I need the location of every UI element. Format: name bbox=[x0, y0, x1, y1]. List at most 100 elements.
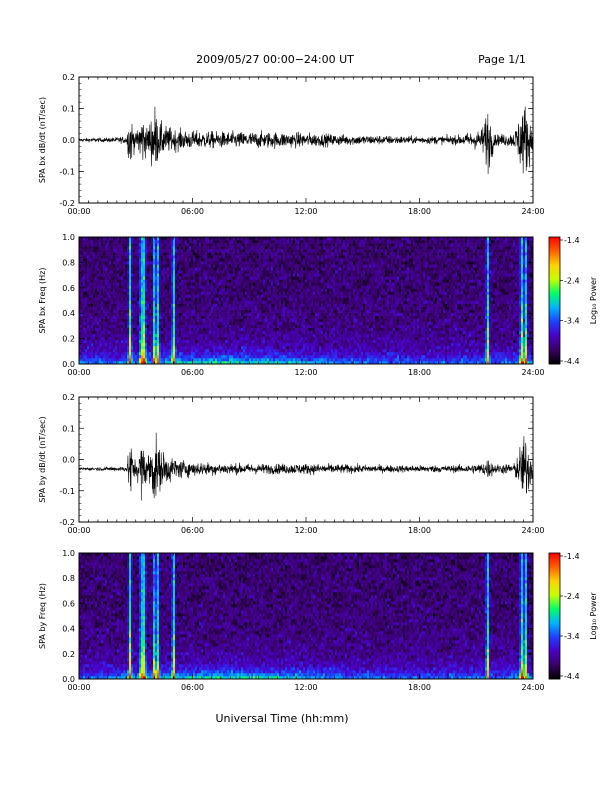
spectrogram-cells bbox=[79, 553, 534, 680]
colorbar-segment bbox=[549, 658, 560, 661]
colorbar-segment bbox=[549, 325, 560, 329]
colorbar-segment bbox=[549, 620, 560, 623]
colorbar-segment bbox=[549, 319, 560, 323]
colorbar-frame bbox=[548, 552, 561, 680]
colorbar-segment bbox=[549, 565, 560, 569]
dbdt-trace bbox=[78, 106, 534, 174]
colorbar-segment bbox=[549, 268, 560, 272]
colorbar-segment bbox=[549, 643, 560, 646]
colorbar-segment bbox=[549, 563, 560, 566]
colorbar-segment bbox=[549, 306, 560, 310]
colorbar-tick-label: -4.4 bbox=[564, 357, 580, 366]
colorbar-segment bbox=[549, 639, 560, 642]
colorbar-segment bbox=[549, 616, 560, 619]
colorbar-tick-label: -1.4 bbox=[564, 236, 580, 245]
colorbar-segment bbox=[549, 321, 560, 325]
colorbar-segment bbox=[549, 651, 560, 655]
colorbar-segment bbox=[549, 243, 560, 246]
colorbar-segment bbox=[549, 317, 560, 320]
colorbar-tick-label: -2.4 bbox=[564, 592, 580, 601]
colorbar-segment bbox=[549, 308, 560, 312]
by-colorbar: -1.4 -2.4 -3.4 -4.4 Log₁₀ Power bbox=[548, 552, 598, 681]
x-axis-label: Universal Time (hh:mm) bbox=[216, 712, 349, 725]
colorbar-segment bbox=[549, 666, 560, 669]
bx-spectrogram-panel: 00:00 06:00 12:00 18:00 24:00 1.0 0.8 0.6 0.4 0.2… bbox=[38, 233, 545, 377]
colorbar-segment bbox=[549, 279, 560, 282]
colorbar-segment bbox=[549, 555, 560, 558]
colorbar-segment bbox=[549, 237, 560, 240]
colorbar-segment bbox=[549, 559, 560, 562]
colorbar-tick-label: -1.4 bbox=[564, 552, 580, 561]
colorbar-segment bbox=[549, 582, 560, 585]
colorbar-segment bbox=[549, 571, 560, 575]
colorbar-segment bbox=[549, 294, 560, 297]
y-tick-label: 0.6 bbox=[62, 599, 75, 608]
colorbar-segment bbox=[549, 603, 560, 606]
date-range-header: 2009/05/27 00:00−24:00 UT bbox=[196, 53, 354, 66]
by-spectrogram-panel: 00:00 06:00 12:00 18:00 24:00 1.0 0.8 0.6 0.4 0.2… bbox=[38, 549, 545, 692]
colorbar-segment bbox=[549, 592, 560, 596]
colorbar-segment bbox=[549, 328, 560, 331]
y-tick-label: 0.1 bbox=[62, 105, 75, 114]
colorbar-segment bbox=[549, 292, 560, 295]
colorbar-segment bbox=[549, 302, 560, 306]
colorbar-segment bbox=[549, 668, 560, 671]
colorbar-segment bbox=[549, 285, 560, 289]
colorbar-segment bbox=[549, 275, 560, 278]
colorbar-segment bbox=[549, 351, 560, 354]
colorbar-segment bbox=[549, 334, 560, 337]
colorbar-segment bbox=[549, 357, 560, 361]
colorbar-segment bbox=[549, 586, 560, 590]
colorbar-segment bbox=[549, 283, 560, 287]
y-tick-label: 1.0 bbox=[62, 549, 75, 558]
colorbar-segment bbox=[549, 561, 560, 564]
colorbar-tick-label: -3.4 bbox=[564, 632, 580, 641]
colorbar-segment bbox=[549, 649, 560, 653]
y-axis-label: SPA by Freq (Hz) bbox=[38, 583, 47, 649]
colorbar-segment bbox=[549, 353, 560, 356]
y-tick-label: 1.0 bbox=[62, 233, 75, 242]
colorbar-segment bbox=[549, 613, 560, 617]
x-tick-label: 24:00 bbox=[521, 368, 544, 377]
colorbar-segment bbox=[549, 323, 560, 327]
colorbar-segment bbox=[549, 674, 560, 678]
x-tick-label: 06:00 bbox=[181, 207, 204, 216]
colorbar-segment bbox=[549, 662, 560, 665]
x-tick-label: 00:00 bbox=[67, 368, 90, 377]
colorbar-tick-label: -4.4 bbox=[564, 672, 580, 681]
colorbar-segment bbox=[549, 359, 560, 363]
x-tick-label: 12:00 bbox=[294, 526, 317, 535]
colorbar-segment bbox=[549, 557, 560, 560]
colorbar-segment bbox=[549, 239, 560, 242]
colorbar-segment bbox=[549, 281, 560, 284]
colorbar-segment bbox=[549, 266, 560, 270]
colorbar-segment bbox=[549, 574, 560, 577]
y-tick-label: 0.8 bbox=[62, 574, 75, 583]
plot-frame bbox=[78, 396, 534, 523]
colorbar-segment bbox=[549, 637, 560, 640]
colorbar-segment bbox=[549, 313, 560, 316]
colorbar-segment bbox=[549, 576, 560, 579]
colorbar-segment bbox=[549, 553, 560, 556]
colorbar-segment bbox=[549, 580, 560, 583]
colorbar-segment bbox=[549, 599, 560, 602]
colorbar-segment bbox=[549, 653, 560, 657]
colorbar-segment bbox=[549, 355, 560, 359]
colorbar-segment bbox=[549, 641, 560, 644]
colorbar-segment bbox=[549, 605, 560, 608]
y-tick-label: -0.1 bbox=[59, 487, 75, 496]
x-tick-label: 18:00 bbox=[408, 683, 431, 692]
colorbar-segment bbox=[549, 628, 560, 632]
x-tick-label: 06:00 bbox=[181, 683, 204, 692]
colorbar-segment bbox=[549, 347, 560, 350]
colorbar-segment bbox=[549, 296, 560, 299]
colorbar-segment bbox=[549, 332, 560, 335]
colorbar-segment bbox=[549, 340, 560, 344]
colorbar-segment bbox=[549, 647, 560, 650]
x-tick-label: 00:00 bbox=[67, 207, 90, 216]
colorbar-frame bbox=[548, 236, 561, 365]
colorbar-segment bbox=[549, 253, 560, 257]
colorbar-segment bbox=[549, 632, 560, 636]
y-tick-label: 0.0 bbox=[62, 136, 75, 145]
y-tick-label: -0.2 bbox=[59, 199, 75, 208]
